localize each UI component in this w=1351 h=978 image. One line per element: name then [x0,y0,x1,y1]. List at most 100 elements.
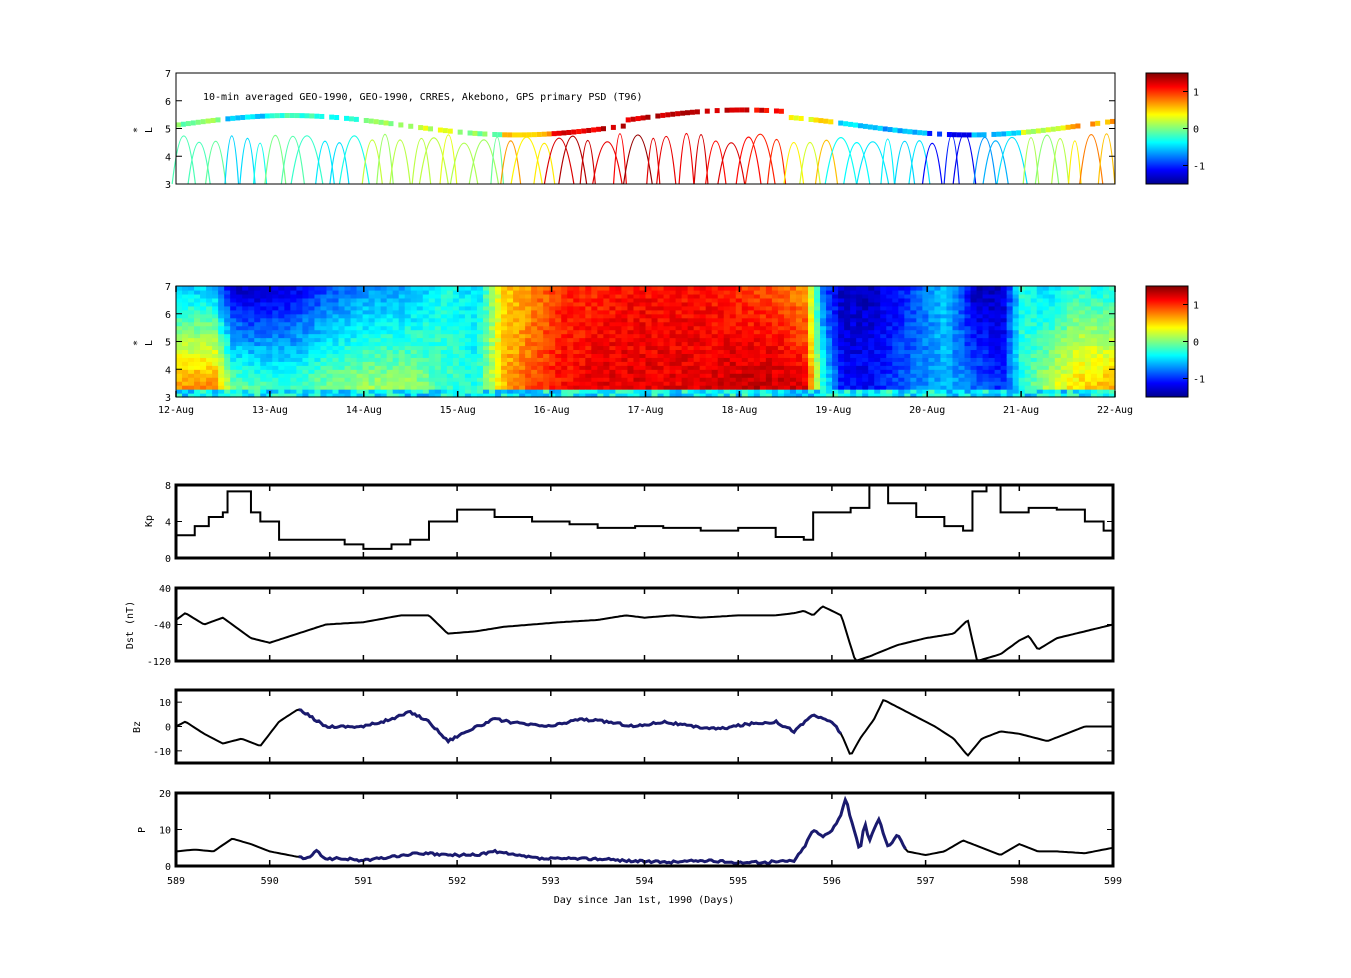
psd-reanalysis-cell [230,301,237,307]
psd-reanalysis-cell [470,325,478,331]
psd-reanalysis-cell [254,373,261,378]
psd-reanalysis-cell [675,317,683,323]
psd-reanalysis-cell [350,289,358,295]
psd-reanalysis-cell [290,389,297,394]
psd-reanalysis-cell [705,333,713,339]
psd-reanalysis-cell [687,317,695,323]
psd-reanalysis-cell [705,365,713,370]
psd-reanalysis-cell [344,381,352,386]
psd-reanalysis-cell [332,369,340,374]
psd-reanalysis-cell [934,345,942,351]
psd-observation-point [961,132,967,138]
psd-reanalysis-cell [892,301,899,307]
psd-reanalysis-cell [302,301,310,307]
psd-reanalysis-cell [886,341,893,347]
psd-reanalysis-cell [1012,325,1020,331]
psd-reanalysis-cell [296,377,304,382]
psd-reanalysis-cell [356,381,364,386]
psd-reanalysis-cell [537,313,544,319]
psd-reanalysis-cell [711,297,719,303]
psd-reanalysis-cell [1024,297,1032,303]
psd-reanalysis-cell [693,357,701,362]
psd-reanalysis-cell [1024,357,1032,362]
psd-reanalysis-cell [513,389,520,394]
psd-reanalysis-cell [1072,341,1080,347]
psd-reanalysis-cell [597,321,604,327]
psd-reanalysis-cell [916,345,923,351]
psd-reanalysis-cell [284,377,291,382]
psd-reanalysis-cell [531,305,538,311]
psd-reanalysis-cell [392,313,400,319]
psd-reanalysis-cell [1024,293,1032,299]
psd-reanalysis-cell [741,381,749,386]
psd-reanalysis-cell [350,393,358,398]
psd-reanalysis-cell [422,365,430,370]
psd-reanalysis-cell [1066,325,1074,331]
psd-reanalysis-cell [832,286,839,291]
psd-observation-point [694,109,700,115]
psd-reanalysis-cell [946,293,954,299]
psd-reanalysis-cell [543,381,550,386]
psd-reanalysis-cell [747,329,755,335]
psd-reanalysis-cell [200,357,207,362]
psd-reanalysis-cell [290,333,297,339]
psd-reanalysis-cell [615,297,623,303]
psd-reanalysis-cell [928,305,936,311]
psd-reanalysis-cell [880,349,887,354]
psd-reanalysis-cell [964,353,972,358]
psd-reanalysis-cell [970,353,978,358]
psd-reanalysis-cell [440,329,448,335]
psd-reanalysis-cell [874,305,881,311]
psd-reanalysis-cell [910,325,917,331]
psd-reanalysis-cell [783,357,791,362]
psd-reanalysis-cell [645,301,653,307]
psd-reanalysis-cell [1084,286,1092,291]
psd-reanalysis-cell [212,361,219,366]
psd-reanalysis-cell [326,393,334,398]
psd-reanalysis-cell [561,373,568,378]
psd-reanalysis-cell [573,333,580,339]
psd-reanalysis-cell [248,345,255,351]
psd-orbit-arc [376,133,394,185]
psd-reanalysis-cell [663,377,671,382]
psd-reanalysis-cell [284,349,291,354]
psd-reanalysis-cell [675,357,683,362]
psd-reanalysis-cell [597,353,604,358]
psd-reanalysis-cell [868,309,875,315]
psd-reanalysis-cell [994,329,1002,335]
psd-reanalysis-cell [783,289,791,295]
psd-reanalysis-cell [946,321,954,327]
psd-reanalysis-cell [482,369,490,374]
psd-reanalysis-cell [525,345,532,351]
psd-reanalysis-cell [440,365,448,370]
psd-reanalysis-cell [1006,286,1014,291]
psd-reanalysis-cell [404,329,412,335]
psd-observation-point [680,110,686,116]
psd-reanalysis-cell [362,361,370,366]
psd-reanalysis-cell [1000,289,1008,295]
psd-reanalysis-cell [338,309,346,315]
psd-reanalysis-cell [218,361,225,366]
psd-reanalysis-cell [278,365,285,370]
psd-reanalysis-cell [615,329,623,335]
psd-reanalysis-cell [1096,341,1104,347]
psd-reanalysis-cell [621,361,629,366]
psd-reanalysis-cell [1042,305,1050,311]
psd-reanalysis-cell [808,357,815,362]
psd-reanalysis-cell [675,301,683,307]
psd-reanalysis-cell [254,313,261,319]
psd-reanalysis-cell [350,341,358,347]
psd-reanalysis-cell [194,389,201,394]
psd-reanalysis-cell [224,321,231,327]
psd-reanalysis-cell [296,385,304,390]
psd-reanalysis-cell [416,365,424,370]
psd-reanalysis-cell [567,325,574,331]
psd-reanalysis-cell [513,393,520,398]
psd-reanalysis-cell [597,293,604,299]
psd-reanalysis-cell [717,349,725,354]
psd-reanalysis-cell [1084,389,1092,394]
psd-reanalysis-cells [176,286,1116,398]
psd-reanalysis-cell [844,341,851,347]
psd-reanalysis-cell [1024,313,1032,319]
psd-reanalysis-cell [284,286,291,291]
